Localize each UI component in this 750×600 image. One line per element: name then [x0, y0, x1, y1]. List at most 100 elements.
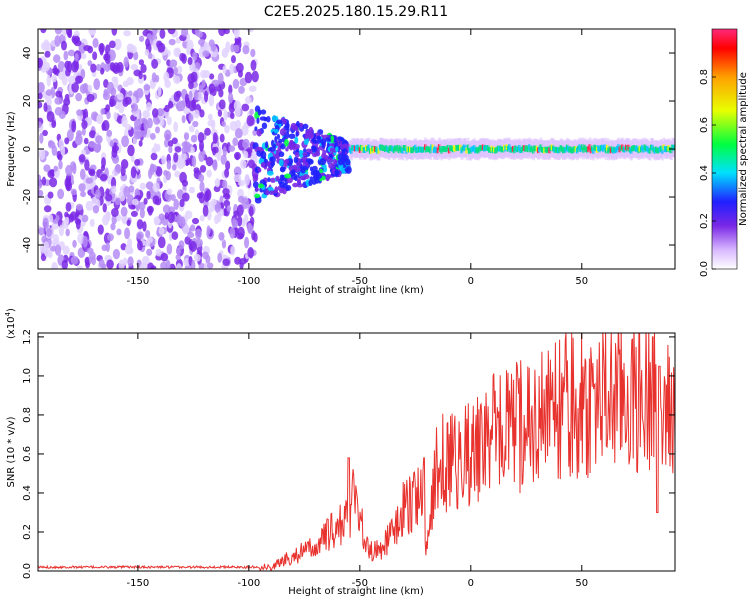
spectrogram-cell — [230, 55, 236, 64]
spectrogram-cell — [167, 100, 174, 109]
spectrogram-cell — [198, 151, 205, 163]
spectrogram-cell — [127, 43, 135, 52]
snr-x-tick-label: -100 — [238, 578, 261, 589]
spectrogram-cell — [161, 155, 166, 165]
spectrogram-cell — [193, 167, 200, 174]
spectrogram-cell — [178, 240, 185, 250]
spectrogram-cell — [163, 71, 170, 83]
spectrogram-cell — [153, 142, 158, 154]
snr-y-multiplier: (x104) — [4, 308, 17, 339]
colorbar: 0.0 0.2 0.4 0.6 0.8 Normalized spectral ampl… — [699, 28, 749, 277]
spectrogram-cell — [242, 138, 250, 150]
spectrogram-cell — [334, 140, 338, 147]
spectrogram-cell — [340, 159, 346, 164]
spectrogram-cell — [233, 29, 240, 39]
spectrogram-cell — [120, 159, 129, 170]
spectrogram-cell — [44, 50, 51, 58]
spectrogram-cell — [145, 230, 151, 239]
spectrogram-cell — [102, 203, 107, 213]
spectrogram-cell — [57, 188, 65, 200]
spectrogram-x-tick-label: 0 — [468, 276, 474, 287]
spectrogram-cell — [150, 164, 158, 173]
spectrogram-cell — [87, 84, 92, 92]
snr-x-tick-label: -150 — [127, 578, 150, 589]
spectrogram-cell — [51, 221, 60, 230]
snr-series-line — [38, 333, 675, 571]
spectrogram-cell — [144, 49, 150, 56]
spectrogram-cell — [278, 151, 285, 158]
spectrogram-cell — [186, 145, 191, 153]
spectrogram-cell — [100, 67, 105, 75]
spectrogram-cell — [126, 219, 131, 227]
spectrogram-cell — [58, 160, 63, 170]
spectrogram-cell — [236, 232, 244, 240]
spectrogram-cell — [101, 244, 108, 252]
spectrogram-cell — [75, 75, 84, 84]
spectrogram-cell — [152, 195, 160, 205]
spectrogram-cell — [234, 128, 243, 139]
spectrogram-cell — [93, 142, 101, 153]
spectrogram-cell — [176, 189, 184, 200]
spectrogram-cell — [74, 53, 79, 62]
spectrogram-cell — [199, 165, 207, 173]
spectrogram-cell — [294, 151, 300, 158]
spectrogram-x-axis-label: Height of straight line (km) — [288, 285, 424, 296]
spectrogram-cell — [292, 142, 297, 151]
spectrogram-cell — [92, 38, 99, 48]
snr-y-ticks: 0.0 0.2 0.4 0.6 0.8 1.0 1.2 — [22, 329, 675, 579]
snr-y-tick-label: 0.0 — [22, 563, 33, 579]
spectrogram-cell — [300, 167, 306, 174]
spectrogram-cell — [42, 217, 49, 230]
spectrogram-cell — [106, 81, 115, 94]
spectrogram-cell — [312, 169, 320, 176]
spectrogram-cell — [295, 131, 299, 137]
spectrogram-cell — [244, 96, 252, 105]
spectrogram-cell — [98, 42, 105, 54]
spectrogram-cell — [258, 168, 262, 173]
spectrogram-cell — [219, 133, 225, 143]
spectrogram-cell — [80, 53, 87, 60]
spectrogram-cell — [239, 262, 244, 269]
spectrogram-cell — [255, 187, 259, 192]
spectrogram-cell — [149, 133, 156, 140]
spectrogram-cell — [134, 158, 141, 166]
spectrogram-cell — [123, 186, 131, 198]
spectrogram-cell — [86, 116, 93, 126]
spectrogram-cell — [173, 121, 179, 133]
spectrogram-cell — [138, 140, 143, 147]
spectrogram-cell — [217, 72, 224, 85]
spectrogram-cell — [145, 102, 152, 112]
spectrogram-cell — [228, 84, 233, 95]
spectrogram-cell — [97, 224, 104, 235]
spectrogram-cell — [303, 174, 310, 180]
spectrogram-cell — [175, 47, 181, 56]
spectrogram-cell — [177, 65, 183, 74]
spectrogram-cell — [319, 168, 323, 174]
spectrogram-cell — [78, 183, 86, 192]
spectrogram-cell — [111, 185, 117, 194]
spectrogram-cell — [253, 232, 258, 243]
spectrogram-cell — [95, 135, 103, 144]
spectrogram-cell — [268, 190, 275, 195]
spectrogram-cell — [73, 35, 80, 43]
spectrogram-cell — [260, 161, 266, 168]
spectrogram-cell — [127, 144, 135, 157]
spectrogram-cell — [63, 97, 71, 106]
spectrogram-cell — [191, 99, 197, 109]
spectrogram-cell — [194, 129, 200, 138]
spectrogram-cell — [265, 141, 269, 149]
spectrogram-cell — [269, 146, 276, 152]
spectrogram-cell — [61, 219, 69, 230]
spectrogram-cell — [199, 109, 205, 118]
spectrogram-cell — [201, 79, 206, 88]
spectrogram-cell — [198, 191, 205, 204]
spectrogram-cell — [187, 73, 196, 84]
spectrogram-cell — [158, 227, 165, 235]
spectrogram-cell — [308, 179, 313, 187]
spectrogram-cell — [48, 214, 54, 223]
spectrogram-cell — [246, 115, 255, 127]
spectrogram-cell — [38, 121, 42, 128]
spectrogram-cell — [157, 86, 162, 97]
spectrogram-cell — [250, 48, 256, 58]
spectrogram-cell — [75, 203, 84, 211]
